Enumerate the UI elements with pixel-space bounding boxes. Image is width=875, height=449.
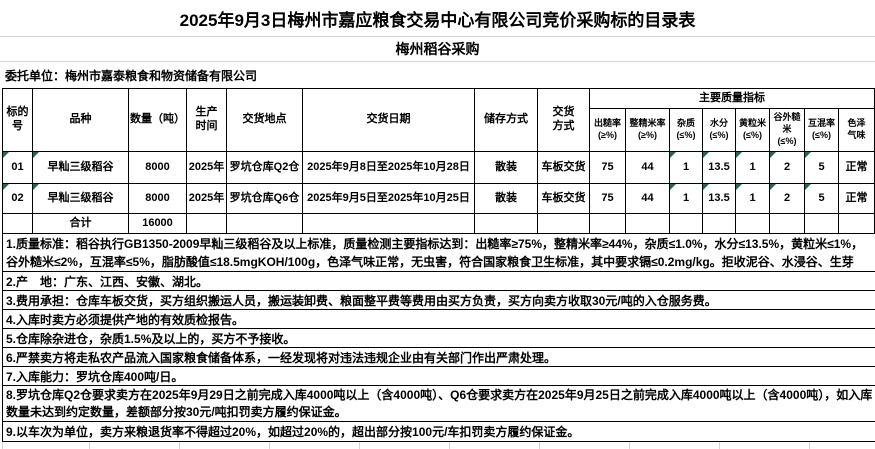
col-header-moisture: 水分 (≤%) bbox=[702, 108, 736, 152]
place-cell: 罗坑仓库Q2仓 bbox=[226, 151, 303, 184]
col-header-date: 交货日期 bbox=[302, 88, 475, 152]
col-header-milled-rice-rate: 整精米率 (≥%) bbox=[625, 108, 670, 152]
empty-cell bbox=[769, 213, 805, 234]
empty-cell bbox=[804, 213, 839, 234]
col-header-quantity: 数量（吨） bbox=[128, 88, 187, 152]
paddy-in-rice-cell: 2 bbox=[769, 183, 805, 214]
col-header-yellow-grain: 黄粒米 (≤%) bbox=[735, 108, 770, 152]
table-row: 01 早籼三级稻谷 8000 2025年 罗坑仓库Q2仓 2025年9月8日至2… bbox=[2, 151, 875, 184]
conditions-notes: 1.质量标准：稻谷执行GB1350-2009早籼三级稻谷及以上标准，质量检测主要… bbox=[0, 234, 875, 442]
lot-no-cell: 01 bbox=[2, 151, 33, 184]
empty-cell bbox=[702, 213, 736, 234]
date-cell: 2025年9月8日至2025年10月28日 bbox=[302, 151, 475, 184]
quantity-cell: 8000 bbox=[128, 151, 187, 184]
storage-cell: 散装 bbox=[474, 183, 538, 214]
col-header-lot-no: 标的 号 bbox=[2, 88, 33, 152]
total-label-cell: 合计 bbox=[32, 213, 129, 234]
note-intake-deadline: 8.罗坑仓库Q2仓要求卖方在2025年9月29日之前完成入库4000吨以上（含4… bbox=[2, 386, 875, 422]
mix-rate-cell: 5 bbox=[804, 151, 839, 184]
empty-cell bbox=[186, 213, 227, 234]
empty-cell bbox=[669, 213, 703, 234]
color-odor-cell: 正常 bbox=[838, 183, 875, 214]
husk-rate-cell: 75 bbox=[589, 183, 626, 214]
empty-cell bbox=[735, 213, 770, 234]
table-row: 02 早籼三级稻谷 8000 2025年 罗坑仓库Q6仓 2025年9月5日至2… bbox=[2, 183, 875, 214]
col-header-variety: 品种 bbox=[32, 88, 129, 152]
yellow-grain-cell: 1 bbox=[735, 151, 770, 184]
moisture-cell: 13.5 bbox=[702, 151, 736, 184]
lot-no-cell: 02 bbox=[2, 183, 33, 214]
delivery-cell: 车板交货 bbox=[537, 183, 590, 214]
col-header-color-odor: 色泽 气味 bbox=[838, 108, 875, 152]
page-title: 2025年9月3日梅州市嘉应粮食交易中心有限公司竞价采购标的目录表 bbox=[0, 0, 875, 37]
prod-time-cell: 2025年 bbox=[186, 183, 227, 214]
yellow-grain-cell: 1 bbox=[735, 183, 770, 214]
empty-cell bbox=[474, 213, 538, 234]
empty-cell bbox=[226, 213, 303, 234]
note-smuggling-ban: 6.严禁卖方将走私农产品流入国家粮食储备体系，一经发现将对违法违规企业由有关部门… bbox=[2, 348, 875, 367]
impurity-cell: 1 bbox=[669, 151, 703, 184]
delivery-cell: 车板交货 bbox=[537, 151, 590, 184]
note-quality-standard: 1.质量标准：稻谷执行GB1350-2009早籼三级稻谷及以上标准，质量检测主要… bbox=[2, 234, 875, 272]
quality-group-header: 主要质量指标 bbox=[589, 88, 875, 109]
empty-cell bbox=[302, 213, 475, 234]
client-line: 委托单位：梅州市嘉泰粮食和物资储备有限公司 bbox=[0, 62, 875, 88]
col-header-prod-time: 生产 时间 bbox=[186, 88, 227, 152]
total-quantity-cell: 16000 bbox=[128, 213, 187, 234]
col-header-mix-rate: 互混率 (≤%) bbox=[804, 108, 839, 152]
husk-rate-cell: 75 bbox=[589, 151, 626, 184]
note-quality-report: 4.入库时卖方必须提供产地的有效质检报告。 bbox=[2, 310, 875, 329]
moisture-cell: 13.5 bbox=[702, 183, 736, 214]
milled-rice-rate-cell: 44 bbox=[625, 183, 670, 214]
date-cell: 2025年9月5日至2025年10月25日 bbox=[302, 183, 475, 214]
col-header-impurity: 杂质 (≤%) bbox=[669, 108, 703, 152]
place-cell: 罗坑仓库Q6仓 bbox=[226, 183, 303, 214]
col-header-husk-rate: 出糙率 (≥%) bbox=[589, 108, 626, 152]
mix-rate-cell: 5 bbox=[804, 183, 839, 214]
empty-cell bbox=[589, 213, 626, 234]
col-header-paddy-in-rice: 谷外糙米 (≤%) bbox=[769, 108, 805, 152]
prod-time-cell: 2025年 bbox=[186, 151, 227, 184]
quantity-cell: 8000 bbox=[128, 183, 187, 214]
note-intake-capacity: 7.入库能力：罗坑仓库400吨/日。 bbox=[2, 367, 875, 386]
empty-cell bbox=[537, 213, 590, 234]
col-header-delivery: 交货 方式 bbox=[537, 88, 590, 152]
empty-cell bbox=[2, 213, 33, 234]
variety-cell: 早籼三级稻谷 bbox=[32, 151, 129, 184]
doc-subtitle: 梅州稻谷采购 bbox=[0, 37, 875, 62]
color-odor-cell: 正常 bbox=[838, 151, 875, 184]
note-impurity-reject: 5.仓库除杂进仓，杂质1.5%及以上的，买方不予接收。 bbox=[2, 329, 875, 348]
milled-rice-rate-cell: 44 bbox=[625, 151, 670, 184]
paddy-in-rice-cell: 2 bbox=[769, 151, 805, 184]
empty-gridline-strip bbox=[0, 442, 875, 449]
variety-cell: 早籼三级稻谷 bbox=[32, 183, 129, 214]
note-cost-bearing: 3.费用承担：仓库车板交货，买方组织搬运人员，搬运装卸费、粮面整平费等费用由买方… bbox=[2, 291, 875, 310]
catalog-table: 标的 号 品种 数量（吨） 生产 时间 交货地点 交货日期 储存方式 交货 方式… bbox=[2, 88, 875, 234]
note-origin: 2.产 地：广东、江西、安徽、湖北。 bbox=[2, 272, 875, 291]
empty-cell bbox=[838, 213, 875, 234]
impurity-cell: 1 bbox=[669, 183, 703, 214]
storage-cell: 散装 bbox=[474, 151, 538, 184]
total-row: 合计 16000 bbox=[2, 213, 875, 234]
col-header-storage: 储存方式 bbox=[474, 88, 538, 152]
note-return-rate: 9.以车次为单位，卖方来粮退货率不得超过20%，如超过20%的，超出部分按100… bbox=[2, 422, 875, 442]
empty-cell bbox=[625, 213, 670, 234]
col-header-place: 交货地点 bbox=[226, 88, 303, 152]
